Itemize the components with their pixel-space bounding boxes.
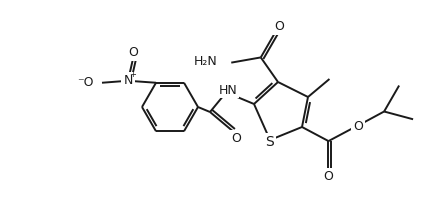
Text: O: O (323, 170, 334, 183)
Text: N: N (123, 74, 133, 87)
Text: ⁻O: ⁻O (77, 76, 94, 89)
Text: O: O (231, 132, 241, 145)
Text: O: O (353, 120, 363, 133)
Text: HN: HN (219, 83, 237, 97)
Text: O: O (128, 46, 138, 59)
Text: +: + (129, 70, 136, 79)
Text: O: O (274, 20, 284, 33)
Text: S: S (266, 135, 275, 149)
Text: H₂N: H₂N (194, 55, 217, 68)
